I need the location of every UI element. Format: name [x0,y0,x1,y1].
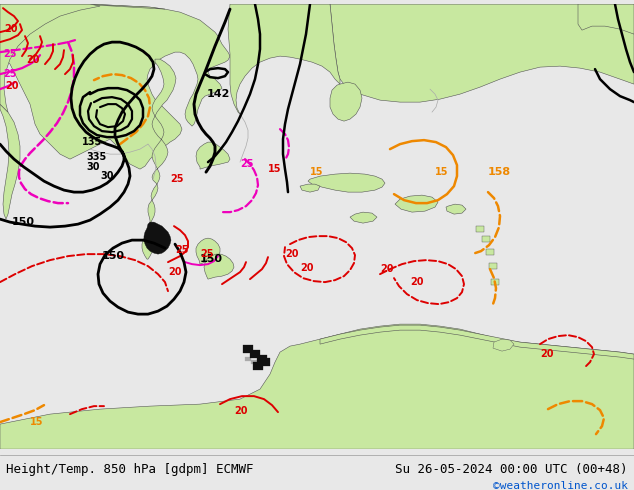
Polygon shape [196,142,230,169]
Polygon shape [300,184,320,192]
Text: 15: 15 [435,167,448,177]
Polygon shape [395,195,438,212]
Polygon shape [250,350,260,358]
Text: 142: 142 [207,89,230,99]
Text: 20: 20 [540,349,553,359]
Polygon shape [330,4,634,102]
Polygon shape [330,82,362,121]
Text: 20: 20 [410,277,424,287]
Polygon shape [257,364,263,368]
Polygon shape [0,4,165,9]
Text: Height/Temp. 850 hPa [gdpm] ECMWF: Height/Temp. 850 hPa [gdpm] ECMWF [6,463,254,476]
Text: 25: 25 [175,245,188,255]
Polygon shape [260,358,270,366]
Polygon shape [489,263,497,269]
Text: 25: 25 [240,159,254,169]
Text: 15: 15 [310,167,323,177]
Text: 150: 150 [101,251,124,261]
Polygon shape [257,355,267,363]
Text: 20: 20 [285,249,299,259]
Polygon shape [251,360,257,364]
Text: 25: 25 [3,69,16,79]
Text: 150: 150 [200,254,223,264]
Text: 30: 30 [86,162,100,172]
Polygon shape [0,4,100,112]
Polygon shape [491,279,499,285]
Text: Su 26-05-2024 00:00 UTC (00+48): Su 26-05-2024 00:00 UTC (00+48) [395,463,628,476]
Polygon shape [486,249,494,255]
Text: 25: 25 [3,49,16,59]
Polygon shape [228,4,340,114]
Polygon shape [446,204,466,214]
Polygon shape [0,4,230,169]
Text: 20: 20 [4,24,18,34]
Text: 20: 20 [5,81,18,91]
Polygon shape [320,325,634,359]
Text: ©weatheronline.co.uk: ©weatheronline.co.uk [493,481,628,490]
Polygon shape [243,345,253,353]
Text: 25: 25 [170,174,183,184]
Polygon shape [476,226,484,232]
Text: 20: 20 [380,264,394,274]
Text: 135: 135 [82,137,102,147]
Text: 20: 20 [168,267,181,277]
Text: 30: 30 [100,171,113,181]
Polygon shape [144,222,171,254]
Text: 25: 25 [200,249,214,259]
Polygon shape [245,357,251,361]
Polygon shape [308,173,385,192]
Polygon shape [196,238,220,264]
Text: 335: 335 [86,152,107,162]
Polygon shape [0,324,634,449]
Polygon shape [493,339,514,351]
Polygon shape [482,236,490,242]
Polygon shape [142,59,176,259]
Text: 158: 158 [488,167,511,177]
Text: 20: 20 [300,263,313,273]
Polygon shape [350,212,377,223]
Polygon shape [204,254,234,279]
Text: 15: 15 [268,164,281,174]
Polygon shape [0,104,20,219]
Polygon shape [253,362,263,370]
Text: 150: 150 [12,217,35,227]
Polygon shape [578,4,634,34]
Text: 15: 15 [30,417,44,427]
Text: 20: 20 [26,55,39,65]
Text: 20: 20 [234,406,247,416]
